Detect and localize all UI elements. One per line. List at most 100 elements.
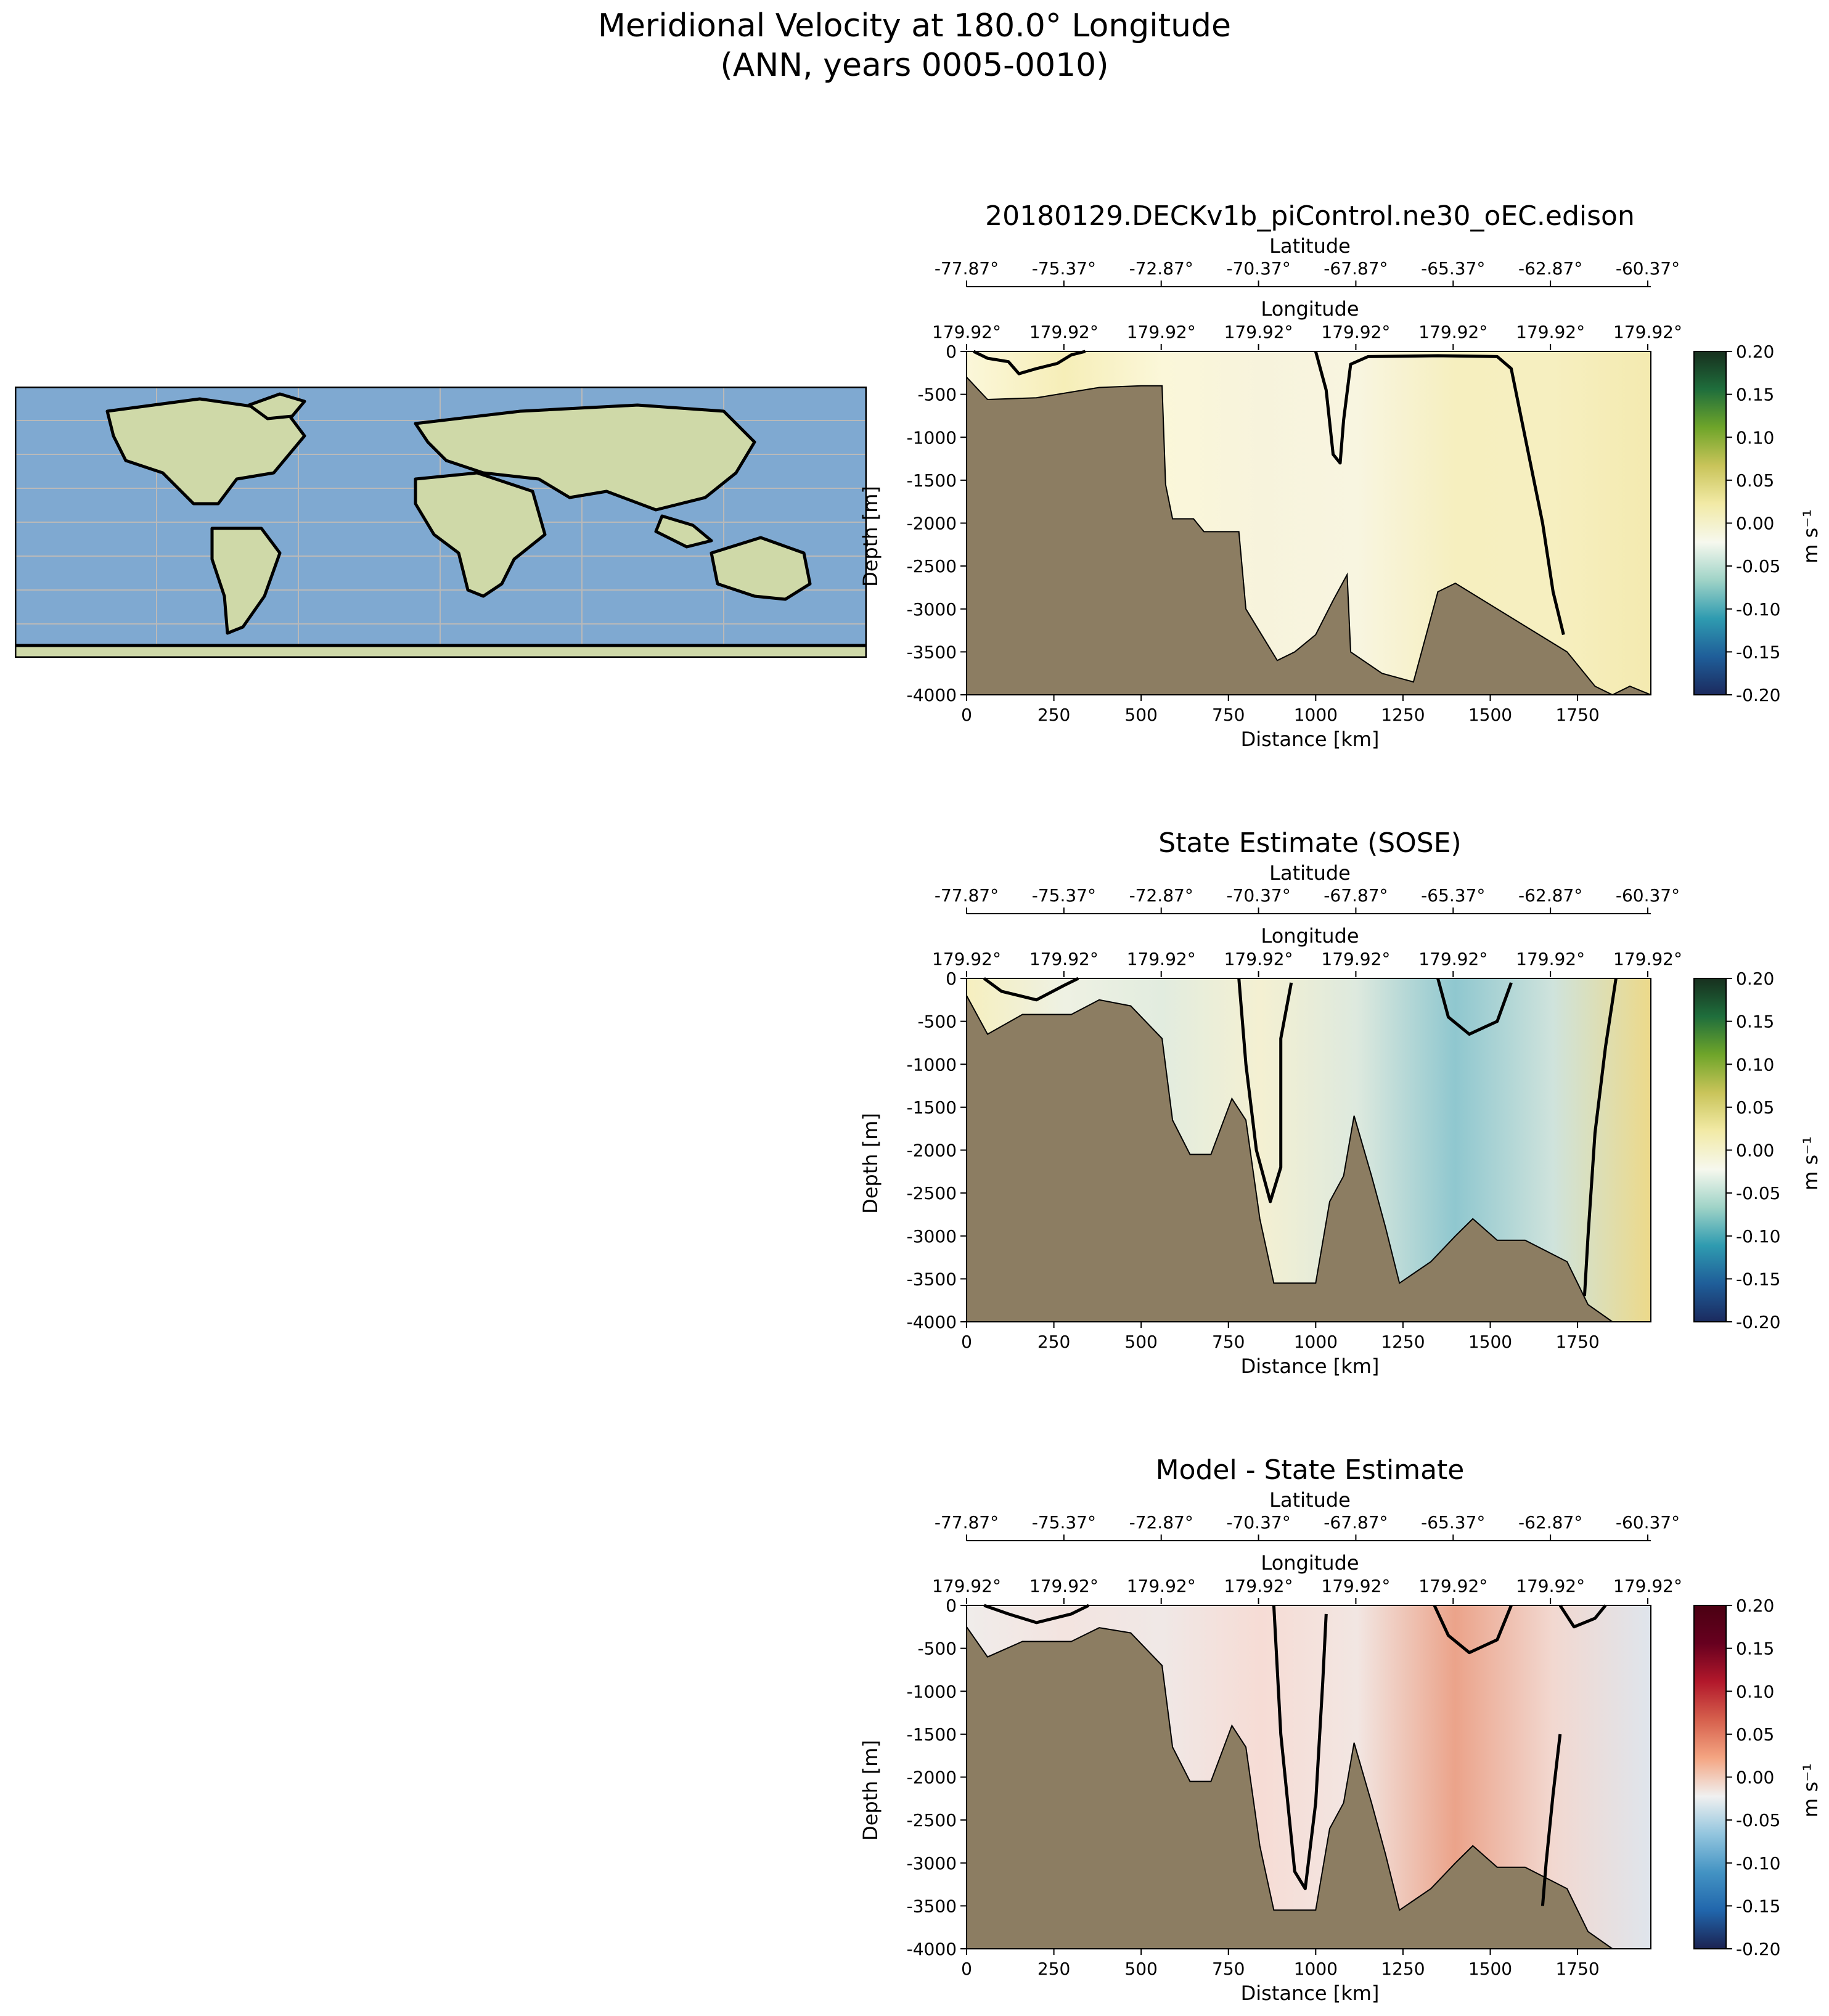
colorbar-tick-label: 0.20	[1736, 969, 1774, 989]
longitude-tick-label: 179.92°	[1029, 1576, 1099, 1596]
y-tick-label: -1500	[907, 1097, 957, 1118]
page-title: Meridional Velocity at 180.0° Longitude …	[0, 6, 1829, 85]
x-tick-label: 1000	[1294, 705, 1338, 725]
latitude-axis-label: Latitude	[1269, 1488, 1351, 1512]
latitude-tick-label: -62.87°	[1518, 885, 1582, 906]
y-axis-label: Depth [m]	[859, 1740, 882, 1841]
latitude-tick-label: -72.87°	[1129, 258, 1193, 279]
y-tick-label: -3500	[907, 1269, 957, 1289]
y-tick-label: -1000	[907, 427, 957, 448]
longitude-tick-label: 179.92°	[1321, 322, 1390, 342]
colorbar-tick-label: 0.10	[1736, 1681, 1774, 1702]
latitude-tick-label: -65.37°	[1421, 885, 1485, 906]
colorbar-tick-label: 0.15	[1736, 1012, 1774, 1032]
section-panel-difference: Model - State Estimate Latitude Longitud…	[851, 1439, 1829, 2012]
colorbar-tick-label: -0.15	[1736, 642, 1780, 662]
zero-contour	[1314, 351, 1565, 636]
colorbar	[1693, 351, 1727, 695]
y-tick-label: -4000	[907, 1939, 957, 1959]
latitude-axis-label: Latitude	[1269, 234, 1351, 258]
y-tick-label: 0	[946, 342, 957, 362]
x-tick-label: 1000	[1294, 1332, 1338, 1352]
longitude-tick-label: 179.92°	[1516, 322, 1585, 342]
longitude-tick-label: 179.92°	[1029, 322, 1099, 342]
colorbar-tick-label: 0.00	[1736, 1141, 1774, 1161]
colorbar-tick-label: -0.15	[1736, 1896, 1780, 1916]
longitude-tick-label: 179.92°	[1321, 949, 1390, 969]
longitude-tick-label: 179.92°	[1224, 322, 1293, 342]
longitude-tick-label: 179.92°	[1418, 1576, 1487, 1596]
latitude-tick-label: -60.37°	[1616, 885, 1680, 906]
latitude-tick-label: -62.87°	[1518, 1512, 1582, 1533]
longitude-axis-label: Longitude	[1261, 297, 1359, 321]
latitude-tick-label: -72.87°	[1129, 885, 1193, 906]
zero-contour	[1541, 1734, 1562, 1906]
y-tick-label: -2500	[907, 1810, 957, 1830]
longitude-tick-label: 179.92°	[1613, 1576, 1682, 1596]
x-tick-label: 1750	[1555, 705, 1599, 725]
section-chart-difference: Model - State Estimate Latitude Longitud…	[859, 1454, 1822, 2005]
x-tick-label: 0	[961, 1332, 972, 1352]
y-tick-label: 0	[946, 969, 957, 989]
latitude-tick-label: -75.37°	[1032, 1512, 1096, 1533]
x-tick-label: 500	[1124, 1959, 1157, 1979]
latitude-tick-label: -72.87°	[1129, 1512, 1193, 1533]
latitude-tick-label: -77.87°	[935, 1512, 999, 1533]
world-map-svg	[13, 386, 869, 660]
longitude-tick-label: 179.92°	[1321, 1576, 1390, 1596]
latitude-tick-label: -70.37°	[1226, 885, 1290, 906]
y-tick-label: -2500	[907, 556, 957, 576]
x-tick-label: 250	[1037, 1332, 1070, 1352]
latitude-tick-label: -60.37°	[1616, 1512, 1680, 1533]
colorbar-tick-label: 0.05	[1736, 470, 1774, 491]
colorbar-tick-label: -0.05	[1736, 1183, 1780, 1203]
colorbar-tick-label: 0.05	[1736, 1097, 1774, 1118]
longitude-tick-label: 179.92°	[1224, 949, 1293, 969]
page-title-line-1: Meridional Velocity at 180.0° Longitude	[597, 7, 1232, 44]
y-tick-label: -3000	[907, 1853, 957, 1874]
colorbar-tick-label: 0.20	[1736, 1596, 1774, 1616]
latitude-tick-label: -77.87°	[935, 258, 999, 279]
x-tick-label: 500	[1124, 705, 1157, 725]
x-axis-label: Distance [km]	[1241, 1981, 1380, 2005]
x-tick-label: 1250	[1381, 1959, 1425, 1979]
latitude-tick-label: -77.87°	[935, 885, 999, 906]
longitude-tick-label: 179.92°	[1224, 1576, 1293, 1596]
latitude-tick-label: -65.37°	[1421, 1512, 1485, 1533]
colorbar-tick-label: 0.10	[1736, 427, 1774, 448]
colorbar-tick-label: -0.10	[1736, 1853, 1780, 1874]
colorbar-tick-label: 0.05	[1736, 1724, 1774, 1745]
y-tick-label: -3500	[907, 642, 957, 662]
colorbar-tick-label: -0.05	[1736, 556, 1780, 576]
y-axis-label: Depth [m]	[859, 1113, 882, 1214]
page-title-line-2: (ANN, years 0005-0010)	[720, 47, 1109, 84]
longitude-tick-label: 179.92°	[1418, 949, 1487, 969]
y-tick-label: -2000	[907, 1141, 957, 1161]
latitude-tick-label: -60.37°	[1616, 258, 1680, 279]
x-axis-label: Distance [km]	[1241, 1354, 1380, 1378]
y-tick-label: -4000	[907, 685, 957, 705]
colorbar-tick-label: -0.20	[1736, 1939, 1780, 1959]
colorbar	[1693, 978, 1727, 1322]
zero-contour	[1237, 978, 1293, 1203]
colorbar-label: m s⁻¹	[1799, 1763, 1822, 1817]
colorbar-tick-label: 0.00	[1736, 1768, 1774, 1788]
latitude-tick-label: -67.87°	[1324, 258, 1388, 279]
zero-contour	[1558, 1604, 1607, 1629]
bathymetry-land	[966, 375, 1651, 696]
zero-contour	[983, 1604, 1090, 1625]
y-tick-label: -500	[917, 1012, 957, 1032]
latitude-axis-label: Latitude	[1269, 861, 1351, 885]
colorbar-tick-label: 0.15	[1736, 385, 1774, 405]
longitude-tick-label: 179.92°	[932, 322, 1001, 342]
section-chart-sose: State Estimate (SOSE) Latitude Longitude…	[859, 827, 1822, 1378]
y-tick-label: -3000	[907, 1226, 957, 1247]
colorbar-tick-label: 0.10	[1736, 1054, 1774, 1075]
latitude-tick-label: -67.87°	[1324, 1512, 1388, 1533]
y-tick-label: -2000	[907, 514, 957, 534]
x-tick-label: 750	[1212, 1332, 1245, 1352]
x-tick-label: 1500	[1468, 1959, 1512, 1979]
x-tick-label: 500	[1124, 1332, 1157, 1352]
map-frame	[14, 386, 867, 658]
longitude-axis-label: Longitude	[1261, 1551, 1359, 1575]
